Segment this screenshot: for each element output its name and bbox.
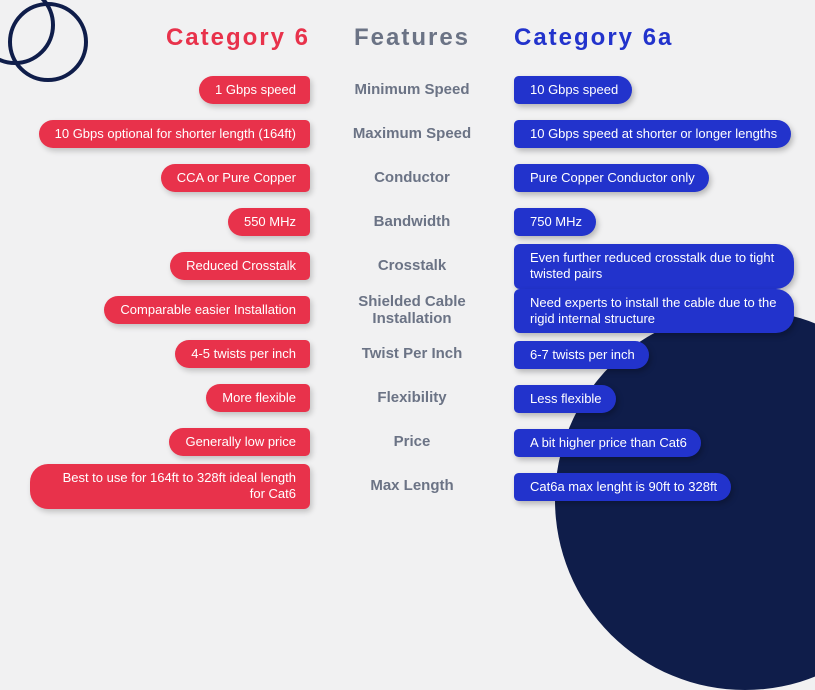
cat6a-min-speed: 10 Gbps speed bbox=[514, 76, 632, 104]
comparison-grid: Category 6 1 Gbps speed 10 Gbps optional… bbox=[0, 0, 815, 519]
feature-shielded: Shielded Cable Installation bbox=[322, 293, 502, 328]
header-cat6: Category 6 bbox=[166, 22, 310, 54]
cat6-bandwidth: 550 MHz bbox=[228, 208, 310, 236]
cat6-shielded: Comparable easier Installation bbox=[104, 296, 310, 324]
cat6-maxlen: Best to use for 164ft to 328ft ideal len… bbox=[30, 464, 310, 509]
cat6a-maxlen: Cat6a max lenght is 90ft to 328ft bbox=[514, 473, 731, 501]
column-cat6a: Category 6a 10 Gbps speed 10 Gbps speed … bbox=[514, 22, 814, 509]
cat6a-max-speed: 10 Gbps speed at shorter or longer lengt… bbox=[514, 120, 791, 148]
feature-max-speed: Maximum Speed bbox=[353, 125, 471, 142]
cat6a-shielded: Need experts to install the cable due to… bbox=[514, 289, 794, 334]
cat6a-crosstalk: Even further reduced crosstalk due to ti… bbox=[514, 244, 794, 289]
feature-min-speed: Minimum Speed bbox=[354, 81, 469, 98]
cat6-conductor: CCA or Pure Copper bbox=[161, 164, 310, 192]
cat6-max-speed: 10 Gbps optional for shorter length (164… bbox=[39, 120, 310, 148]
header-features: Features bbox=[354, 22, 470, 54]
cat6-crosstalk: Reduced Crosstalk bbox=[170, 252, 310, 280]
feature-maxlen: Max Length bbox=[370, 477, 453, 494]
feature-twist: Twist Per Inch bbox=[362, 345, 463, 362]
feature-crosstalk: Crosstalk bbox=[378, 257, 446, 274]
cat6a-flex: Less flexible bbox=[514, 385, 616, 413]
cat6-twist: 4-5 twists per inch bbox=[175, 340, 310, 368]
cat6-price: Generally low price bbox=[169, 428, 310, 456]
cat6-flex: More flexible bbox=[206, 384, 310, 412]
feature-conductor: Conductor bbox=[374, 169, 450, 186]
header-cat6a: Category 6a bbox=[514, 22, 673, 54]
cat6a-conductor: Pure Copper Conductor only bbox=[514, 164, 709, 192]
cat6-min-speed: 1 Gbps speed bbox=[199, 76, 310, 104]
feature-bandwidth: Bandwidth bbox=[374, 213, 451, 230]
cat6a-bandwidth: 750 MHz bbox=[514, 208, 596, 236]
column-features: Features Minimum Speed Maximum Speed Con… bbox=[322, 22, 502, 509]
feature-price: Price bbox=[394, 433, 431, 450]
cat6a-twist: 6-7 twists per inch bbox=[514, 341, 649, 369]
cat6a-price: A bit higher price than Cat6 bbox=[514, 429, 701, 457]
feature-flex: Flexibility bbox=[377, 389, 446, 406]
column-cat6: Category 6 1 Gbps speed 10 Gbps optional… bbox=[10, 22, 310, 509]
